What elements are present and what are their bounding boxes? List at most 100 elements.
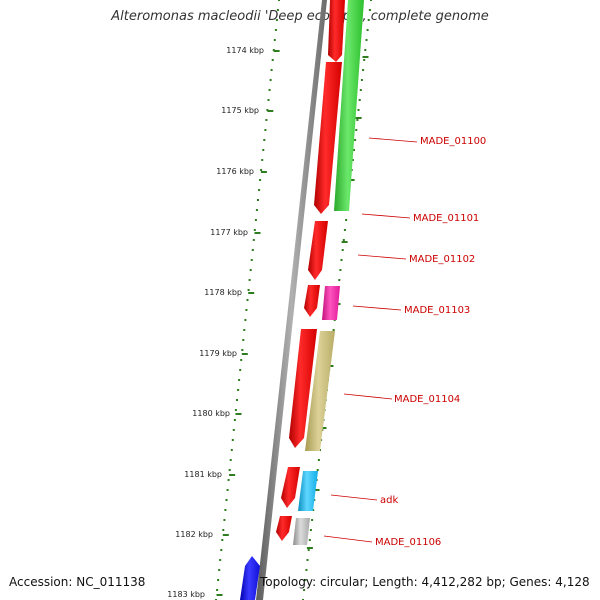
right-scale-dot	[308, 539, 311, 541]
left-scale-dot	[254, 219, 257, 221]
left-scale-dot	[237, 389, 240, 391]
gene-arrow-forward-5	[289, 329, 317, 448]
gene-bar-made-01100	[334, 0, 364, 211]
left-scale-dot	[255, 209, 258, 211]
right-scale-dot	[362, 69, 365, 71]
scale-label-1182: 1182 kbp	[175, 530, 213, 539]
right-scale-dot	[366, 29, 369, 31]
gene-arrow-forward-4	[304, 285, 320, 317]
leader-made-01103	[352, 305, 402, 311]
left-scale-major-tick	[222, 534, 229, 536]
gene-bar-made-01106	[293, 518, 310, 545]
right-scale-dot	[343, 229, 346, 231]
left-scale-major-tick	[260, 171, 267, 173]
accession-text: Accession: NC_011138	[9, 575, 146, 589]
left-scale-dot	[253, 229, 256, 231]
left-scale-major-tick	[216, 594, 223, 596]
gene-label-made-01100[interactable]: MADE_01100	[420, 136, 486, 147]
left-scale-dot	[243, 329, 246, 331]
left-scale-major-tick	[254, 232, 261, 234]
left-scale-dot	[262, 149, 265, 151]
right-scale-dot	[358, 99, 361, 101]
left-scale-dot	[276, 9, 279, 11]
gene-label-made-01102[interactable]: MADE_01102	[409, 254, 475, 265]
right-scale-dot	[357, 109, 360, 111]
left-scale-major-tick	[241, 353, 248, 355]
left-scale-dot	[222, 529, 225, 531]
left-scale-dot	[249, 269, 252, 271]
right-scale-dot	[355, 129, 358, 131]
left-scale-dot	[236, 399, 238, 401]
left-scale-dot	[242, 339, 245, 341]
right-scale-dot	[363, 59, 366, 61]
left-scale-dot	[265, 119, 268, 121]
gene-label-made-01104[interactable]: MADE_01104	[394, 394, 460, 405]
gene-label-made-01106[interactable]: MADE_01106	[375, 537, 441, 548]
left-scale-dot	[233, 419, 236, 421]
left-scale-dot	[251, 249, 254, 251]
left-scale-dot	[245, 309, 248, 311]
left-scale-dot	[267, 99, 270, 101]
left-scale-dot	[258, 189, 261, 191]
leader-made-01100	[368, 137, 418, 143]
gene-bar-adk	[298, 471, 318, 511]
left-scale-dot	[225, 499, 228, 501]
left-scale-dot	[224, 509, 227, 511]
left-scale-dot	[246, 299, 249, 301]
left-scale-dot	[232, 429, 235, 431]
right-scale-major-tick	[362, 56, 369, 58]
leader-made-01104	[343, 393, 393, 400]
left-scale-dot	[230, 449, 233, 451]
leader-adk	[330, 494, 378, 501]
scale-label-1183: 1183 kbp	[167, 590, 205, 599]
right-scale-dot	[354, 139, 357, 141]
leader-made-01101	[361, 213, 411, 219]
left-scale-dot	[220, 549, 223, 551]
genome-backbone	[256, 0, 327, 600]
left-scale-dot	[221, 539, 224, 541]
label-leader-lines	[323, 137, 418, 543]
right-scale-major-tick	[348, 179, 355, 181]
map-title: Alteromonas macleodii 'Deep ecotype', co…	[111, 9, 489, 24]
left-scale-dot	[271, 59, 274, 61]
gene-arrow-forward-1	[328, 0, 345, 62]
gene-arrow-forward-2	[314, 62, 342, 214]
gene-bar-made-01104	[305, 331, 335, 451]
right-scale-dot	[303, 589, 306, 591]
right-scale-dot	[304, 579, 307, 581]
right-scale-dot	[311, 519, 314, 521]
right-scale-dot	[360, 79, 363, 81]
right-scale-major-tick	[320, 427, 327, 429]
right-scale-dot	[359, 89, 362, 91]
scale-label-1178: 1178 kbp	[204, 288, 242, 297]
left-scale-dot	[219, 559, 222, 561]
right-scale-dot	[345, 219, 348, 221]
right-scale-dot	[353, 149, 355, 151]
left-scale-dot	[252, 239, 255, 241]
scale-labels: 1174 kbp 1175 kbp 1176 kbp 1177 kbp 1178…	[167, 46, 264, 599]
gene-label-made-01103[interactable]: MADE_01103	[404, 305, 470, 316]
gene-arrow-forward-3	[308, 221, 328, 280]
right-scale-dot	[317, 459, 320, 461]
left-scale-dot	[260, 169, 263, 171]
right-scale-dot	[364, 49, 367, 51]
left-scale-dot	[250, 259, 253, 261]
right-scale-dot	[306, 559, 309, 561]
left-scale-dot	[274, 29, 277, 31]
gene-label-adk[interactable]: adk	[380, 495, 398, 506]
left-scale-dot	[229, 459, 232, 461]
left-scale-dot	[241, 349, 244, 351]
right-scale-dot	[341, 249, 344, 251]
left-scale-dot	[238, 379, 241, 381]
left-scale-major-tick	[273, 50, 280, 52]
left-scale-dot	[248, 279, 251, 281]
gene-bar-made-01103	[322, 286, 340, 320]
left-scale-dot	[240, 359, 243, 361]
left-scale-dot	[263, 139, 266, 141]
right-scale-dot	[316, 469, 319, 471]
left-scale-dot	[239, 369, 242, 371]
gene-label-made-01101[interactable]: MADE_01101	[413, 213, 479, 224]
right-scale-dot	[370, 0, 372, 1]
left-scale-dot	[226, 489, 229, 491]
leader-made-01106	[323, 535, 373, 543]
